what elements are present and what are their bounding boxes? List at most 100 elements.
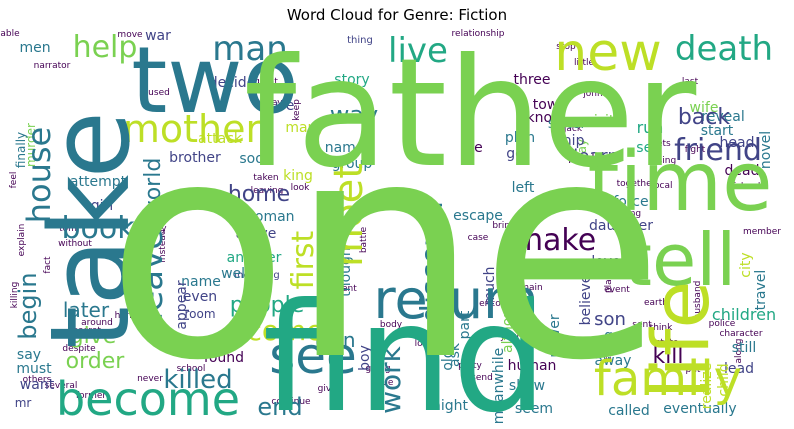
word-reveal: reveal [701,109,744,125]
word-several: several [45,381,78,391]
word-head: head [720,135,755,151]
word-human: human [508,358,557,374]
word-come: come [246,314,323,347]
word-leave: leave [131,229,171,321]
word-great: great [254,77,278,87]
word-turn: turn [314,328,355,352]
word-bring: bring [492,221,515,231]
word-form: form [197,188,218,198]
word-relationship: relationship [452,29,505,39]
word-gets: gets [651,139,671,149]
word-murder: murder [24,123,38,167]
word-boy: boy [357,345,373,371]
word-along: along [734,339,744,364]
word-known: known [543,343,573,353]
word-feel: feel [9,172,19,189]
word-husband: husband [693,281,703,320]
word-men: men [19,40,50,56]
word-well: well [221,266,249,282]
word-find: find [263,272,548,429]
word-make: make [514,223,596,258]
word-first: first [286,230,321,289]
word-people: people [230,293,305,318]
word-attack: attack [198,131,243,147]
word-friend: friend [674,133,762,168]
word-run: run [637,118,664,137]
word-city: city [738,252,754,277]
word-move: move [117,30,143,40]
word-ship: ship [556,133,585,149]
word-tell: tell [624,218,737,302]
word-another: another [227,250,282,266]
word-give: give [70,324,117,349]
word-left: left [512,180,535,196]
word-send: send [471,373,493,383]
word-member: member [743,227,781,237]
word-former: former [76,391,107,401]
word-way: way [330,101,379,129]
word-begin: begin [14,272,42,339]
word-brother: brother [169,150,221,166]
word-finally: finally [14,132,28,168]
word-attempt: attempt [70,174,127,190]
word-take: take [26,111,154,349]
word-called: called [608,403,650,419]
word-given: given [318,384,343,394]
word-including: including [234,270,280,281]
word-made: made [568,152,602,166]
word-many: many [285,120,324,136]
word-keep: keep [292,99,302,121]
word-set: set [636,140,658,156]
word-three: three [513,72,550,88]
word-room: room [184,307,215,321]
word-party: party [458,361,482,371]
word-die: die [461,140,482,156]
word-war: war [145,28,171,44]
chart-title: Word Cloud for Genre: Fiction [286,6,508,24]
word-land: land [132,239,151,249]
word-john: john [582,89,602,99]
word-king: king [283,168,313,184]
word-sister: sister [548,116,587,132]
word-become: become [56,372,240,426]
word-fight: fight [685,145,706,155]
word-town: town [533,97,567,113]
word-start: start [701,123,734,139]
word-ask: ask [447,342,463,367]
word-son: son [594,309,626,330]
word-girl: girl [91,198,113,214]
word-money: money [252,98,284,108]
word-encounter: encounter [479,299,525,309]
word-say: say [17,347,41,363]
word-plan: plan [505,130,535,146]
word-travel: travel [753,270,769,311]
word-case: case [468,233,489,243]
word-seem: seem [515,401,553,417]
word-tom: tom [59,224,77,234]
word-still: still [732,340,756,356]
word-young: young [500,332,528,342]
word-fact: fact [43,256,53,274]
word-meet: meet [326,163,372,267]
word-continue: continue [271,397,311,407]
word-put: put [686,365,701,375]
word-little: little [574,58,595,68]
word-used: used [148,88,170,98]
word-wife: wife [690,100,719,116]
word-tries: tries [604,340,614,360]
word-around: around [81,318,113,328]
word-even: even [183,289,217,305]
word-woman: woman [243,209,294,225]
word-father: father [244,27,697,201]
word-never: never [137,374,163,384]
word-home: home [228,182,290,207]
word-decide: decide [209,75,256,91]
word-goe: goe [604,328,630,344]
word-death: death [675,29,773,69]
word-daughter: daughter [589,218,653,234]
word-lead: lead [724,361,754,377]
word-order: order [66,349,126,374]
word-story: story [334,72,369,88]
word-novel: novel [758,131,774,169]
